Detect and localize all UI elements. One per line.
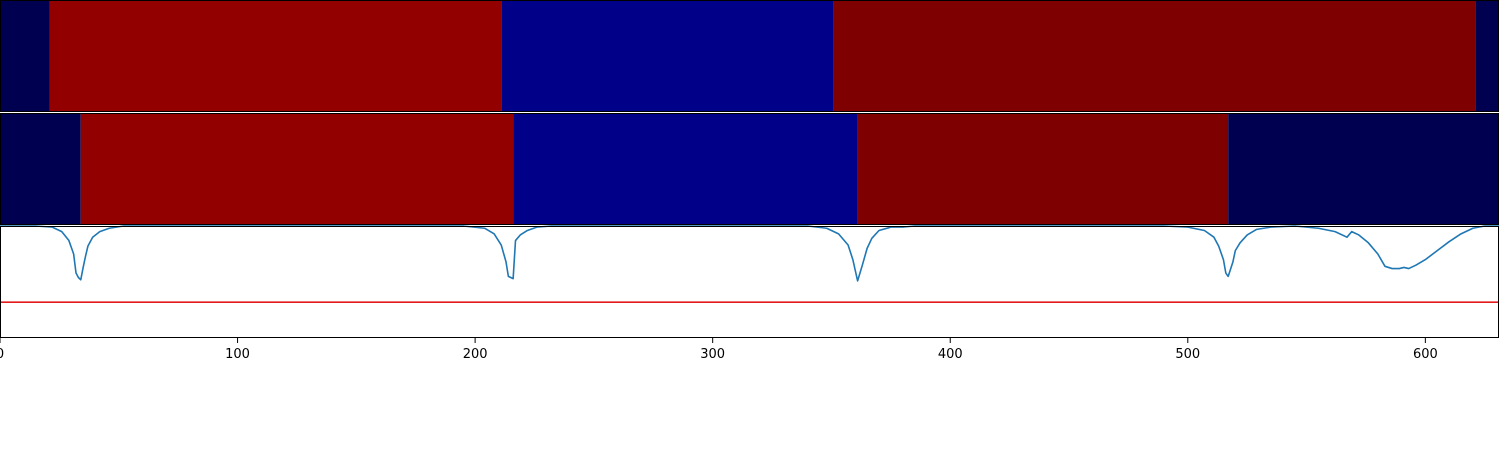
panel-frame-1	[0, 113, 1499, 225]
segment-0-1	[49, 0, 502, 112]
panel-frames	[0, 0, 1499, 338]
segment-0-3	[833, 0, 1476, 112]
panel-frame-2	[0, 226, 1499, 338]
segment-1-4	[1228, 113, 1499, 225]
segment-1-1	[80, 113, 514, 225]
segment-1-0	[0, 113, 81, 225]
x-tick-label-500: 500	[1175, 347, 1200, 362]
segment-0-2	[501, 0, 834, 112]
x-tick-label-0: 0	[0, 347, 4, 362]
x-tick-label-300: 300	[700, 347, 725, 362]
x-tick-label-400: 400	[938, 347, 963, 362]
segment-strip-middle	[0, 113, 1499, 225]
x-tick-label-200: 200	[463, 347, 488, 362]
x-tick-label-600: 600	[1413, 347, 1438, 362]
segment-0-4	[1475, 0, 1499, 112]
signal-line-panel	[0, 225, 1499, 303]
panel-frame-0	[0, 0, 1499, 112]
segment-1-2	[513, 113, 858, 225]
segment-1-3	[857, 113, 1229, 225]
segment-strip-top	[0, 0, 1499, 112]
x-axis: 0 100 200 300 400 500 600	[0, 338, 1438, 362]
segment-0-0	[0, 0, 50, 112]
x-tick-label-100: 100	[225, 347, 250, 362]
signal-line	[0, 225, 1499, 282]
